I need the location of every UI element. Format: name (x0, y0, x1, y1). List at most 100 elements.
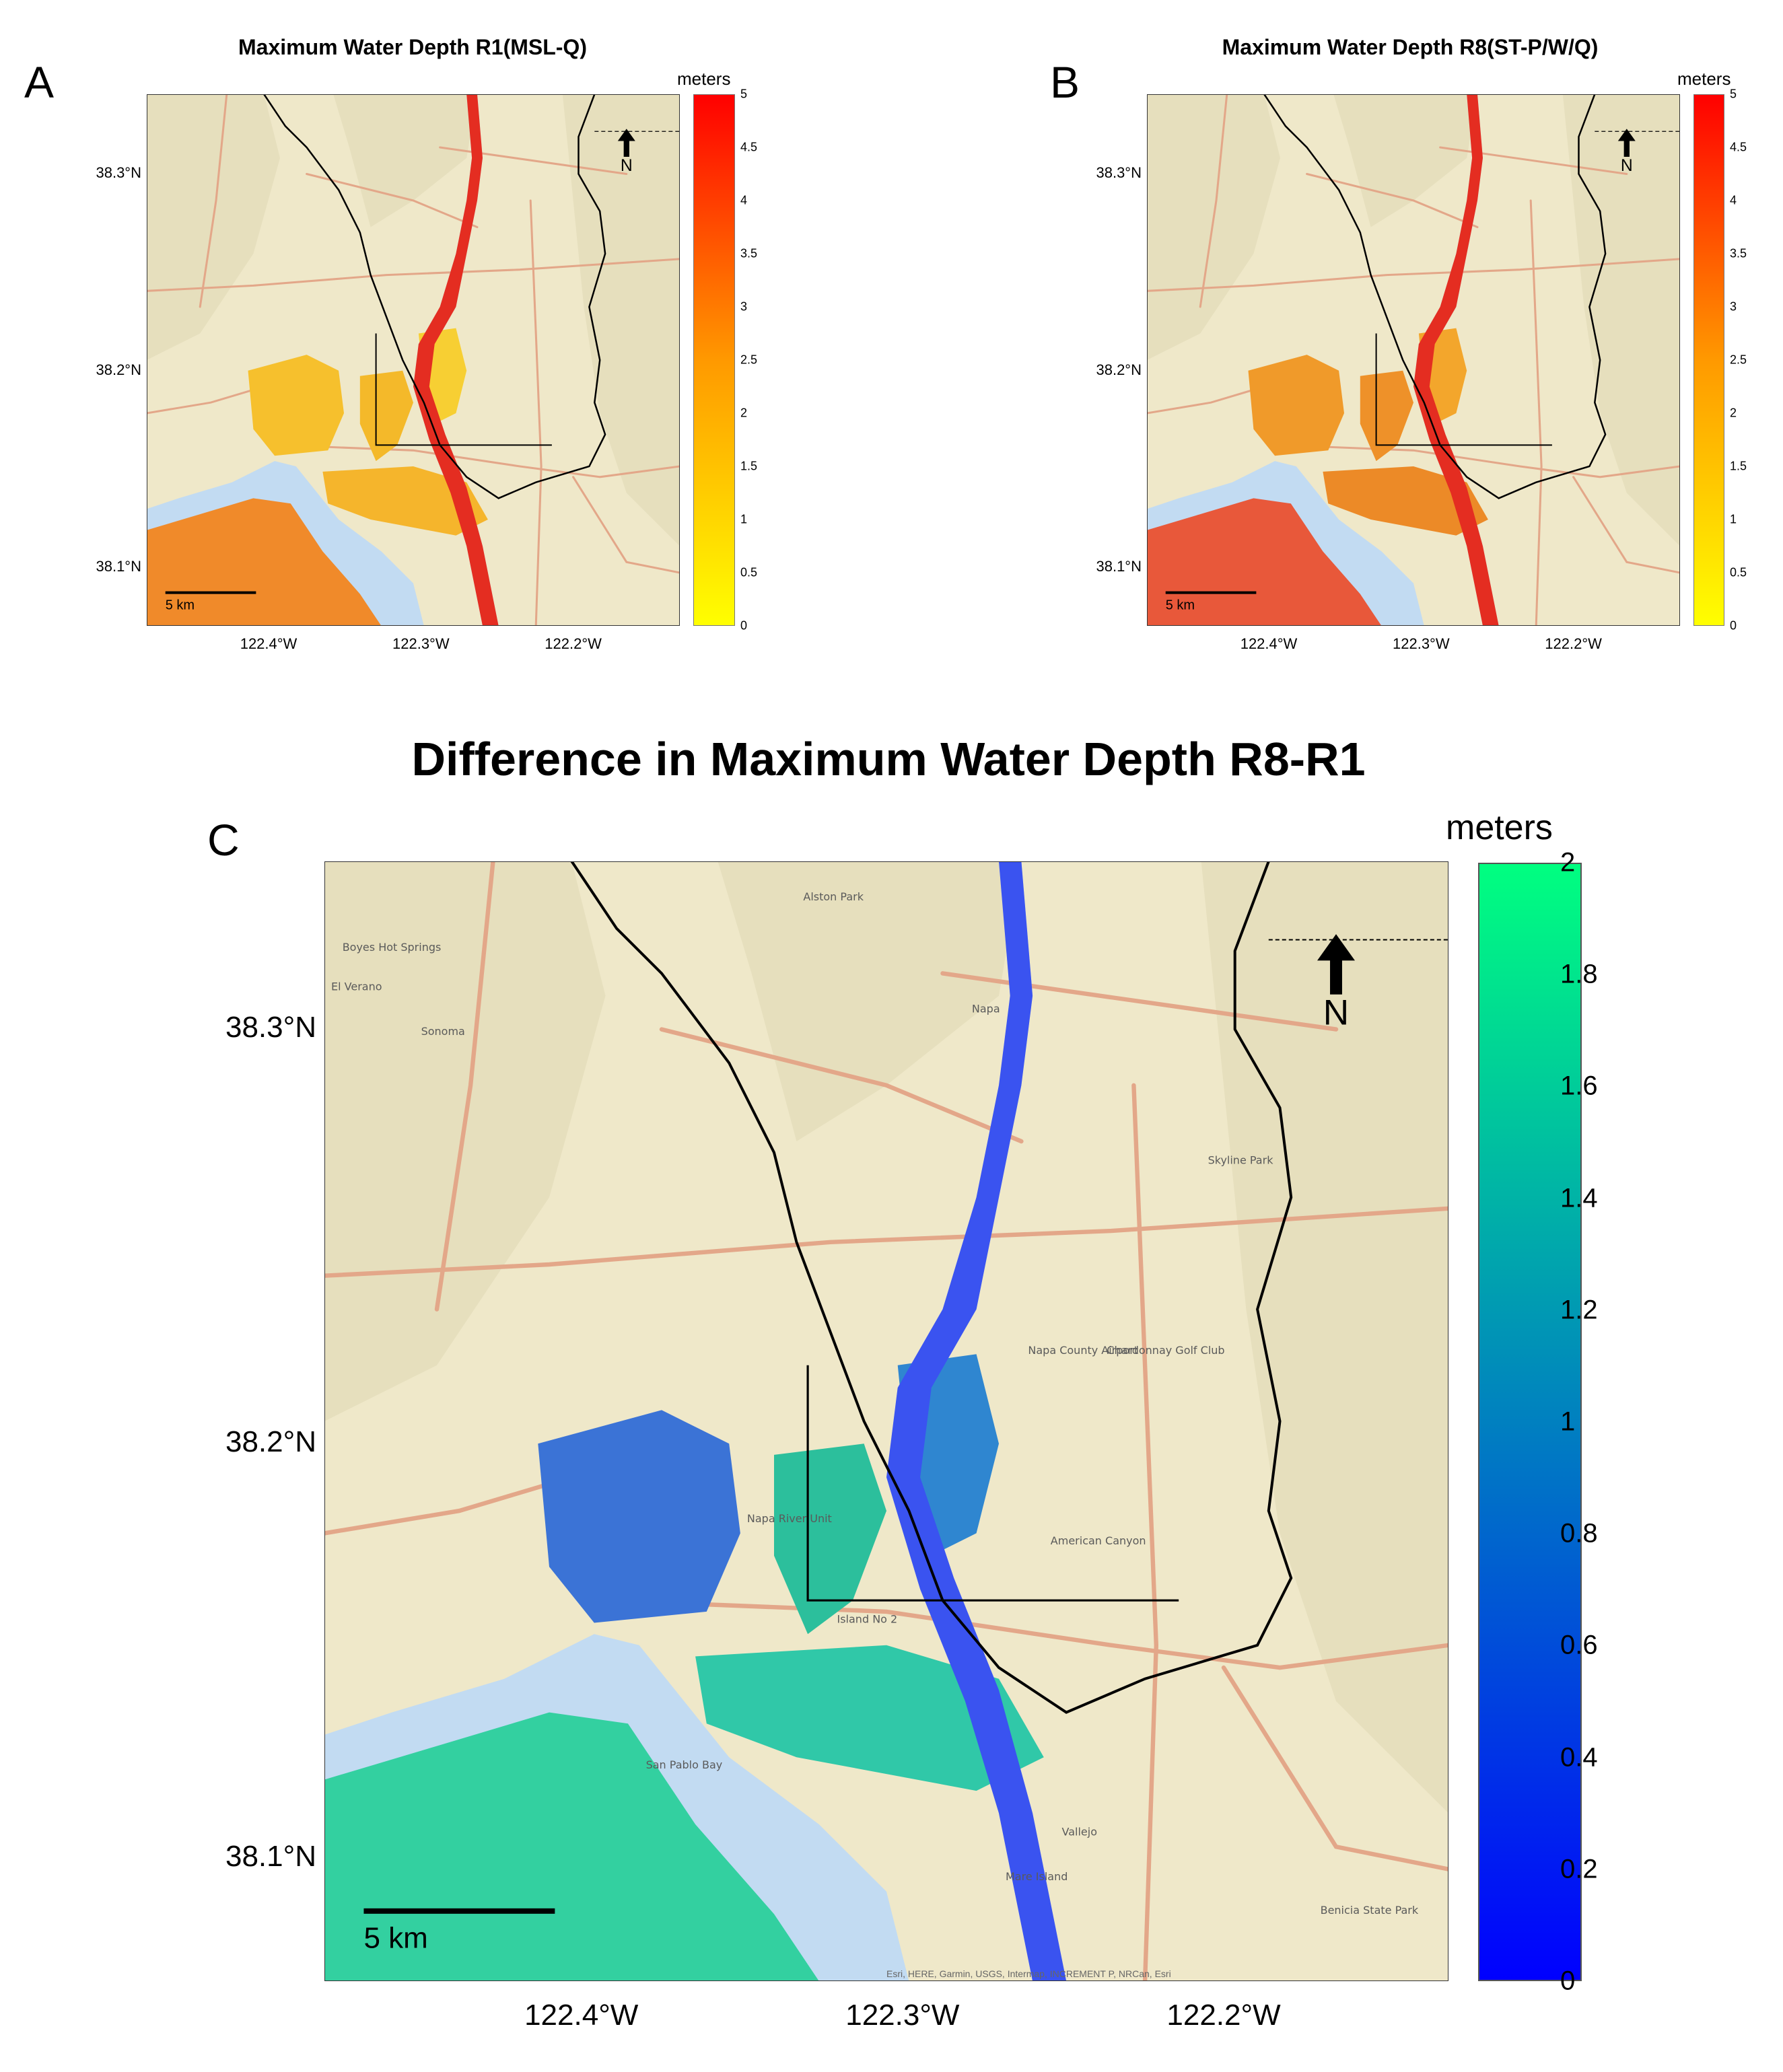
colorbar-tick-label: 2.5 (740, 353, 758, 367)
panel-a-letter: A (24, 57, 55, 107)
map-place-label: American Canyon (1051, 1534, 1146, 1547)
panel-c-colorbar-ticks: 2 1.8 1.6 1.4 1.2 1 0.8 0.6 0.4 0.2 0 (1560, 848, 1641, 1996)
panelc-flood-area-1 (774, 1443, 886, 1635)
longitude-tick-label: 122.2°W (1166, 1999, 1281, 2032)
panel-a-colorbar-units: meters (677, 69, 731, 89)
panelc-road-0 (324, 1206, 1448, 1278)
panel-c-colorbar-units: meters (1446, 808, 1553, 847)
colorbar-tick-label: 2 (1730, 406, 1737, 420)
panelb-road-1 (1279, 443, 1680, 478)
colorbar-tick-label: 2.5 (1730, 353, 1747, 367)
panela-hill-2 (562, 94, 680, 546)
map-place-label: Napa (972, 1003, 1000, 1015)
panela-scale-bar (165, 591, 256, 594)
map-place-label: El Verano (331, 980, 382, 993)
colorbar-tick-label: 1 (1730, 512, 1737, 526)
map-place-label: Island No 2 (837, 1613, 898, 1626)
panelb-road-3 (1439, 146, 1628, 176)
panela-road-3 (439, 146, 628, 176)
panel-a-colorbar (693, 94, 735, 626)
map-place-label: Napa River Unit (747, 1512, 832, 1525)
panela-flood-area-0 (248, 355, 344, 456)
latitude-tick-label: 38.3°N (1096, 164, 1142, 182)
panela-north-label: N (621, 157, 633, 175)
colorbar-tick-label: 1.6 (1560, 1071, 1598, 1101)
panela-road-2 (529, 199, 543, 626)
panel-a-title: Maximum Water Depth R1(MSL-Q) (238, 35, 587, 59)
panel-a-map: N 5 km (147, 94, 680, 626)
panelb-scale-label: 5 km (1166, 598, 1195, 613)
colorbar-tick-label: 0.6 (1560, 1630, 1598, 1660)
latitude-tick-label: 38.3°N (225, 1010, 316, 1044)
map-place-label: Skyline Park (1208, 1153, 1274, 1166)
map-attribution: Esri, HERE, Garmin, USGS, Intermap, INCR… (886, 1968, 1171, 1979)
panelb-scale-bar (1165, 591, 1257, 594)
panel-b-map: N 5 km (1147, 94, 1680, 626)
panelb-north-arrow-icon (1617, 129, 1636, 157)
panelc-road-4 (324, 1474, 574, 1536)
panela-road-4 (147, 385, 265, 415)
panela-north-arrow-icon (617, 129, 635, 157)
panelc-flood-bay (324, 1712, 819, 1981)
colorbar-tick-label: 5 (740, 87, 748, 101)
panelb-flood-area-3 (1323, 466, 1488, 536)
colorbar-tick-label: 0 (740, 618, 748, 633)
colorbar-tick-label: 1.5 (740, 459, 758, 473)
panela-road-6 (306, 172, 479, 229)
latitude-tick-label: 38.1°N (1096, 558, 1142, 575)
map-place-label: San Pablo Bay (646, 1758, 723, 1771)
map-place-label: Chardonnay Golf Club (1107, 1344, 1224, 1357)
panelc-domain-box (806, 1365, 1179, 1602)
longitude-tick-label: 122.2°W (1545, 635, 1602, 652)
panelc-road-3 (940, 971, 1339, 1032)
panel-a-colorbar-ticks: 5 4.5 4 3.5 3 2.5 2 1.5 1 0.5 0 (740, 87, 781, 633)
panelb-hill-1 (1333, 94, 1477, 227)
colorbar-tick-label: 4 (740, 193, 748, 207)
panela-road-1 (279, 443, 680, 478)
panelb-flood-river (1413, 94, 1499, 626)
panela-hill-0 (147, 94, 280, 360)
panela-road-7 (199, 94, 228, 308)
latitude-tick-label: 38.1°N (96, 558, 141, 575)
panelb-road-0 (1147, 258, 1680, 292)
panelc-watershed-boundary (570, 861, 1293, 1714)
panel-b-colorbar (1693, 94, 1724, 626)
panela-road-5 (572, 476, 680, 574)
longitude-tick-label: 122.4°W (240, 635, 298, 652)
panelb-watershed-boundary (1263, 94, 1607, 499)
panelc-flood-area-3 (695, 1645, 1044, 1791)
colorbar-tick-label: 0.8 (1560, 1518, 1598, 1548)
panel-c-colorbar (1478, 863, 1582, 1981)
panel-b-lon-ticks: 122.4°W 122.3°W 122.2°W (1147, 635, 1680, 662)
latitude-tick-label: 38.2°N (96, 361, 141, 378)
panelb-domain-box (1375, 333, 1552, 446)
longitude-tick-label: 122.3°W (1393, 635, 1450, 652)
longitude-tick-label: 122.4°W (524, 1999, 639, 2032)
longitude-tick-label: 122.3°W (392, 635, 450, 652)
panelc-flood-area-0 (538, 1410, 740, 1623)
panelc-north-label: N (1323, 993, 1349, 1033)
panel-c-lon-ticks: 122.4°W 122.3°W 122.2°W (324, 1999, 1448, 2046)
map-place-label: Alston Park (803, 890, 864, 903)
panelc-hill-1 (718, 861, 1022, 1141)
panel-c-map: N 5 km Boyes Hot Springs El Verano Sonoma Nap… (324, 861, 1448, 1981)
panela-flood-area-3 (322, 466, 488, 536)
panelc-north-arrow-icon (1317, 934, 1355, 995)
panela-flood-area-1 (359, 370, 413, 462)
panelc-scale-label: 5 km (363, 1921, 427, 1954)
panel-a-lat-ticks: 38.3°N 38.2°N 38.1°N (88, 94, 145, 626)
longitude-tick-label: 122.4°W (1240, 635, 1298, 652)
latitude-tick-label: 38.3°N (96, 164, 141, 182)
panelb-road-7 (1199, 94, 1228, 308)
panelc-road-1 (603, 1598, 1448, 1670)
colorbar-tick-label: 1.8 (1560, 959, 1598, 989)
panelb-north-label: N (1621, 157, 1633, 175)
colorbar-tick-label: 1.5 (1730, 459, 1747, 473)
colorbar-tick-label: 2 (740, 406, 748, 420)
panela-domain-box (375, 333, 552, 446)
panelb-road-4 (1147, 385, 1265, 415)
panel-a-lon-ticks: 122.4°W 122.3°W 122.2°W (147, 635, 680, 662)
panelc-road-7 (434, 861, 495, 1312)
panel-b-colorbar-ticks: 5 4.5 4 3.5 3 2.5 2 1.5 1 0.5 0 (1730, 87, 1770, 633)
colorbar-tick-label: 4.5 (1730, 140, 1747, 154)
